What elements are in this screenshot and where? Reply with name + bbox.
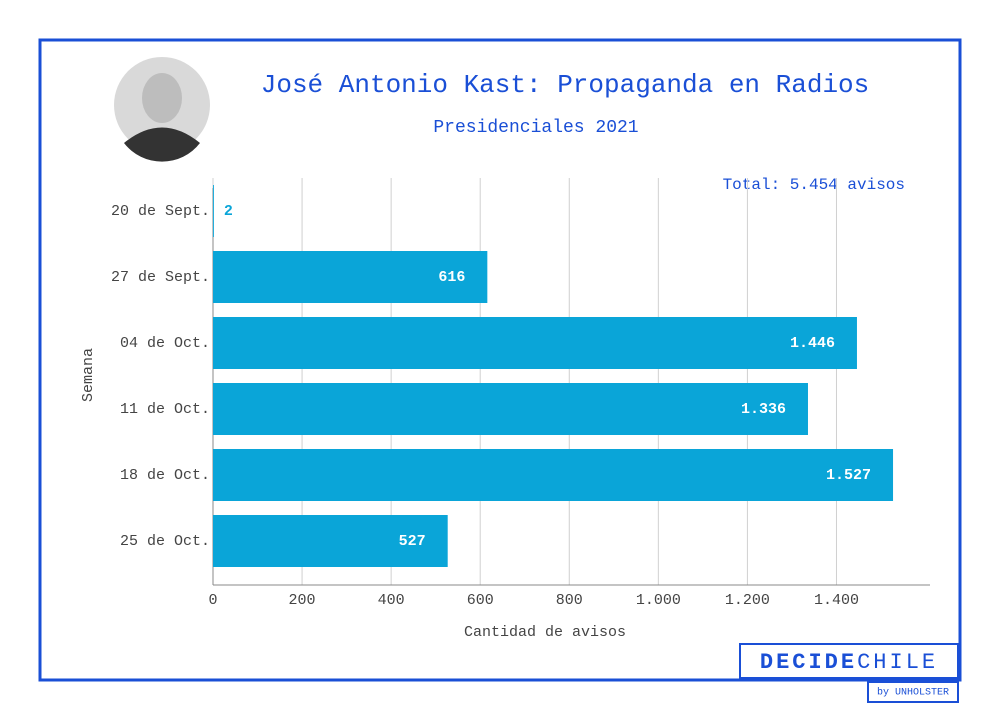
brand-by: by UNHOLSTER: [877, 687, 949, 699]
bar: [213, 317, 857, 369]
y-tick-label: 20 de Sept.: [111, 203, 210, 220]
x-tick-label: 1.200: [725, 592, 770, 609]
brand-light: CHILE: [857, 650, 938, 675]
value-label: 616: [438, 269, 465, 286]
value-label: 1.527: [826, 467, 871, 484]
brand-box: [739, 643, 959, 679]
x-tick-label: 400: [378, 592, 405, 609]
x-axis-label: Cantidad de avisos: [464, 624, 626, 641]
frame: [38, 38, 962, 682]
brand: DECIDECHILE: [760, 650, 938, 675]
y-axis-label: Semana: [80, 348, 97, 402]
x-tick-label: 800: [556, 592, 583, 609]
value-label: 1.336: [741, 401, 786, 418]
x-tick-label: 1.000: [636, 592, 681, 609]
y-tick-label: 25 de Oct.: [120, 533, 210, 550]
plot: 0 200 400 600 800 1.000 1.200 1.400 20 de Sept. 2…: [111, 178, 930, 609]
value-label: 2: [224, 203, 233, 220]
bar: [213, 251, 488, 303]
value-label: 1.446: [790, 335, 835, 352]
y-tick-label: 18 de Oct.: [120, 467, 210, 484]
x-tick-label: 0: [208, 592, 217, 609]
bar: [213, 449, 894, 501]
x-tick-label: 600: [467, 592, 494, 609]
value-label: 527: [399, 533, 426, 550]
y-tick-label: 04 de Oct.: [120, 335, 210, 352]
bar: [213, 383, 808, 435]
y-tick-label: 11 de Oct.: [120, 401, 210, 418]
portrait-face: [142, 73, 182, 123]
chart-title: José Antonio Kast: Propaganda en Radios: [261, 70, 870, 100]
x-tick-label: 1.400: [814, 592, 859, 609]
chart-subtitle: Presidenciales 2021: [433, 118, 638, 138]
bar: [213, 515, 448, 567]
portrait-body: [124, 127, 200, 162]
y-tick-label: 27 de Sept.: [111, 269, 210, 286]
annotation: Total: 5.454 avisos: [723, 176, 905, 194]
bar: [213, 185, 214, 237]
brand-by-box: [867, 681, 959, 703]
x-tick-label: 200: [289, 592, 316, 609]
brand-bold: DECIDE: [760, 650, 857, 675]
